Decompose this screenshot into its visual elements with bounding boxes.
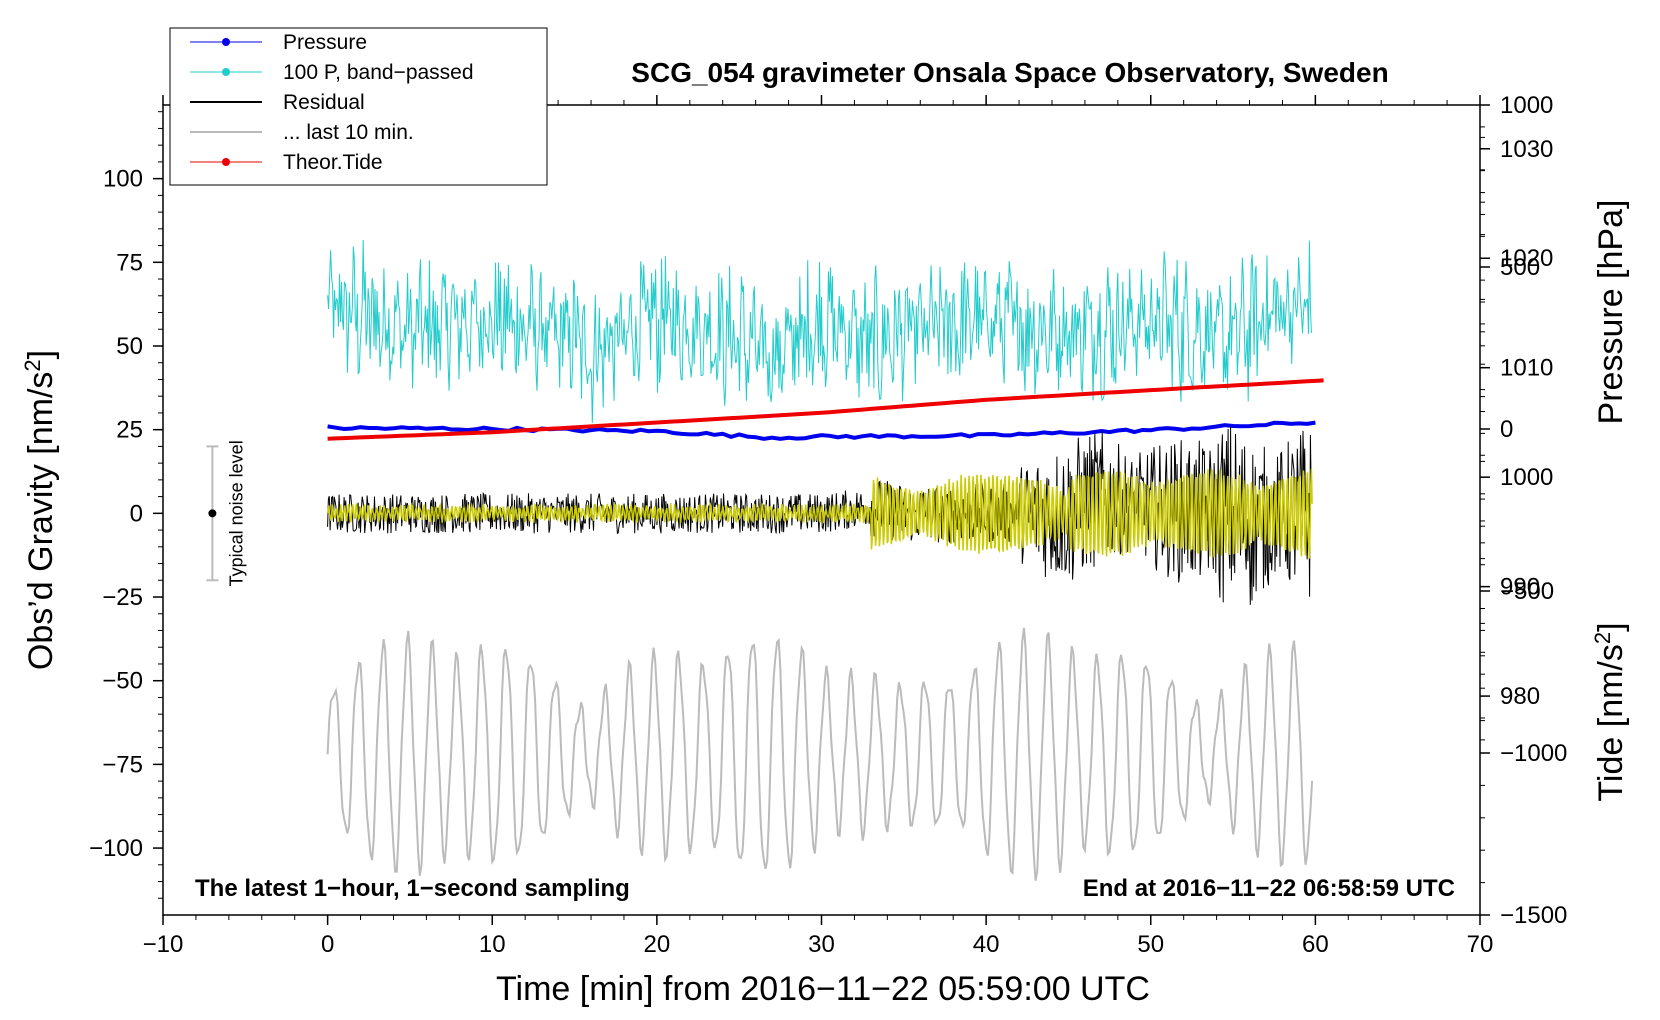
legend-label: ... last 10 min. bbox=[283, 121, 414, 144]
y-tick-label: 25 bbox=[116, 417, 143, 444]
y-tick-label: 75 bbox=[116, 249, 143, 276]
x-tick-label: −10 bbox=[143, 931, 184, 958]
y-axis-title-gravity: Obs’d Gravity [nm/s2] bbox=[20, 350, 60, 670]
y-axis-title-tide-main: Tide [nm/s bbox=[1592, 644, 1630, 801]
y-tick-label: −25 bbox=[102, 584, 143, 611]
y-axis-title-tide-close: ] bbox=[1592, 622, 1630, 631]
x-tick-label: 60 bbox=[1302, 931, 1329, 958]
series-tide-line bbox=[327, 378, 1324, 441]
x-tick-label: 10 bbox=[479, 931, 506, 958]
x-axis-title: Time [min] from 2016−11−22 05:59:00 UTC bbox=[496, 970, 1150, 1008]
y-axis-ticks-gravity: 100 75 50 25 0 −25 −50 −75 −100 bbox=[89, 111, 163, 899]
x-tick-label: 0 bbox=[321, 931, 334, 958]
series-filtered-residual-line bbox=[326, 468, 1313, 559]
tide-tick-label: −1500 bbox=[1500, 902, 1567, 929]
pressure-tick-label: 1020 bbox=[1500, 245, 1553, 272]
x-axis-ticks: −10 0 10 20 30 40 50 60 70 bbox=[143, 95, 1494, 958]
legend-label: 100 P, band−passed bbox=[283, 61, 474, 84]
y-tick-label: 0 bbox=[130, 500, 143, 527]
tide-tick-label: 1000 bbox=[1500, 92, 1553, 119]
tide-tick-label: −1000 bbox=[1500, 740, 1567, 767]
noise-bar-dot bbox=[208, 509, 217, 518]
y-axis-title-gravity-sup: 2 bbox=[20, 359, 45, 371]
x-tick-label: 20 bbox=[644, 931, 671, 958]
noise-bar-label: Typical noise level bbox=[226, 440, 246, 586]
series-residual-line bbox=[327, 426, 1313, 605]
legend-box bbox=[169, 27, 548, 186]
series-pressure-line bbox=[327, 420, 1316, 441]
y-axis-title-tide: Tide [nm/s2] bbox=[1590, 622, 1630, 801]
tide-tick-label: −500 bbox=[1500, 578, 1554, 605]
pressure-tick-label: 980 bbox=[1500, 683, 1540, 710]
y-axis-title-tide-sup: 2 bbox=[1590, 632, 1615, 644]
y-axis-title-pressure: Pressure [hPa] bbox=[1592, 200, 1630, 425]
y-tick-label: 50 bbox=[116, 333, 143, 360]
bottom-left-note: The latest 1−hour, 1−second sampling bbox=[195, 875, 630, 902]
legend-marker bbox=[222, 68, 230, 76]
x-tick-label: 50 bbox=[1137, 931, 1164, 958]
chart-title: SCG_054 gravimeter Onsala Space Observat… bbox=[631, 57, 1388, 88]
pressure-tick-label: 1010 bbox=[1500, 355, 1553, 382]
legend-marker bbox=[222, 38, 230, 46]
y-tick-label: −75 bbox=[102, 751, 143, 778]
pressure-tick-label: 1000 bbox=[1500, 464, 1553, 491]
y-axis-title-gravity-main: Obs’d Gravity [nm/s bbox=[22, 372, 60, 671]
y-axis-ticks-pressure: 1030 1020 1010 1000 990 980 bbox=[1480, 104, 1553, 741]
series-bandpassed-line bbox=[327, 239, 1312, 424]
legend-label: Residual bbox=[283, 91, 365, 114]
x-tick-label: 40 bbox=[973, 931, 1000, 958]
legend: Pressure 100 P, band−passed Residual ... la… bbox=[169, 27, 548, 186]
legend-marker bbox=[222, 158, 230, 166]
y-tick-label: −100 bbox=[89, 835, 143, 862]
y-tick-label: −50 bbox=[102, 668, 143, 695]
y-tick-label: 100 bbox=[103, 166, 143, 193]
data-series bbox=[326, 239, 1324, 881]
x-tick-label: 70 bbox=[1467, 931, 1494, 958]
legend-label: Pressure bbox=[283, 31, 367, 54]
tide-tick-label: 500 bbox=[1500, 254, 1540, 281]
bottom-right-note: End at 2016−11−22 06:58:59 UTC bbox=[1083, 875, 1455, 902]
tide-tick-label: 0 bbox=[1500, 416, 1513, 443]
series-last10min-line bbox=[326, 627, 1314, 881]
y-axis-title-gravity-close: ] bbox=[22, 350, 60, 359]
y-axis-ticks-tide: 1000 500 0 −500 −1000 −1500 bbox=[1480, 92, 1567, 929]
x-tick-label: 30 bbox=[808, 931, 835, 958]
legend-label: Theor.Tide bbox=[283, 151, 383, 174]
noise-level-indicator: Typical noise level bbox=[206, 440, 246, 586]
pressure-tick-label: 1030 bbox=[1500, 136, 1553, 163]
pressure-tick-label: 990 bbox=[1500, 574, 1540, 601]
